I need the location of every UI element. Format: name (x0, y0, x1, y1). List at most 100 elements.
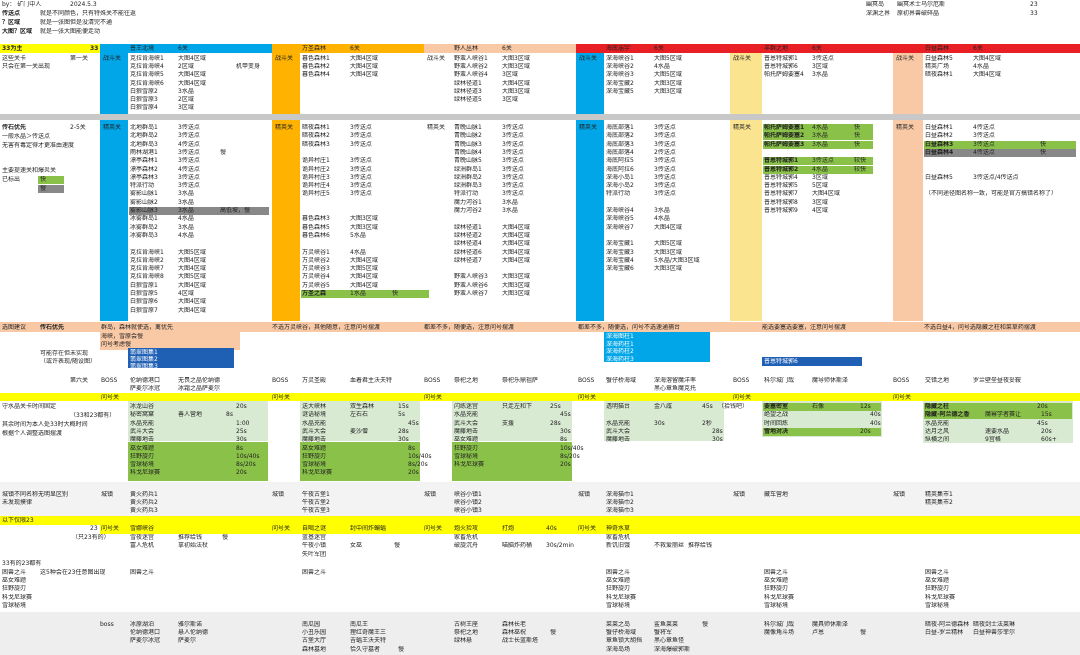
stage-name: 暮色森林2 (302, 63, 330, 71)
stage-name: 海底部落1 (606, 124, 634, 131)
common-q: 困兽之斗 (606, 569, 631, 576)
q-name: 纵横之间 (925, 436, 950, 444)
stage-info: 3传送点 (350, 124, 372, 131)
q-time: 30s (398, 436, 409, 444)
stage-info: 大图3区域 (350, 215, 378, 223)
advice-priority: 传石优先 (40, 324, 65, 331)
town-name: 峡谷小镇2 (454, 499, 482, 506)
boss-name: 白昼神兽莎菲尔 (973, 629, 1016, 637)
advice-sub-4 (604, 332, 710, 362)
stage-name: 帕托萨姆要塞4 (764, 71, 804, 79)
stage-info: 大图4区域 (350, 273, 378, 281)
q23-tip: 女巫 (350, 542, 363, 549)
boss-name: 悬人伦纳德 (178, 629, 209, 637)
stage-info: 大图4区域 (178, 256, 206, 264)
stage-info: 3水晶 (654, 207, 670, 214)
stage-name: 野蛮人峡谷2 (454, 63, 488, 71)
l5-note: 这5种会在23任意图出现 (40, 569, 106, 576)
q23-tip: 封中间炸蝙蝠 (350, 525, 387, 532)
section-label: 羊群之地 (764, 45, 789, 52)
q-name: 巫女难题 (302, 444, 327, 452)
stage-info: 4水晶 (654, 215, 670, 223)
slow-highlight (924, 148, 1076, 157)
stage-name: 深海峡谷5 (606, 215, 634, 223)
q23-name: 破旋沉舟 (454, 542, 479, 549)
stage-info: 5水晶 (350, 231, 366, 239)
q-time: 25s (236, 427, 247, 435)
town-name: 黄火药兵3 (130, 507, 158, 514)
boss-label: BOSS (578, 377, 595, 384)
q-time: 20s (236, 469, 247, 477)
header-key: 大图？区域 (2, 28, 33, 35)
town-name: 午夜古堡1 (302, 491, 330, 498)
num23: 23 (90, 525, 98, 532)
side2-l1: 一般水晶＞传送点 (2, 133, 51, 140)
q-tip: 速要水晶 (985, 427, 1010, 435)
stage-note: 快 (854, 140, 861, 148)
q-time: 28s (398, 427, 409, 435)
boss-stage: 科尔城门哉 (764, 621, 795, 628)
q-time: 45s (1037, 419, 1048, 427)
stage-info: 3传送点 (350, 157, 372, 165)
stage-name: 深海宝藏3 (606, 248, 634, 256)
q-tip: 9宫格 (985, 436, 1001, 444)
q-time: 60s+ (1041, 436, 1057, 444)
elite-label: 精英关 (733, 124, 752, 131)
stage-info: 大图4区域 (178, 306, 206, 314)
legend-slow-swatch (38, 185, 64, 193)
q-name: 水晶充能 (130, 419, 155, 427)
sixth-label: 第六关 (70, 377, 89, 384)
stage-name: 冰雾群岛2 (130, 223, 158, 231)
q23-tip: 喵脑炸药桶 (502, 542, 533, 549)
stage-name: 诡异村庄2 (302, 165, 330, 173)
box-5 (762, 357, 862, 366)
stage-name: 雨林湖港1 (130, 148, 158, 156)
band-orange-1 (272, 53, 300, 321)
advice-text: 群岛，森林就使选，禽优先 (101, 324, 174, 331)
q-time: 8s/20s (560, 452, 580, 460)
band-peach-2 (893, 53, 923, 321)
band-peach-1 (424, 53, 452, 321)
common-q: 科戈尼球赛 (606, 593, 637, 601)
q-highlight (763, 427, 881, 436)
boss-name: 血着君主沃夫特 (350, 377, 393, 384)
stage-info: 3传送点 (502, 157, 524, 165)
q23-note: 慢 (394, 542, 401, 549)
blue-box: 深海药柱1 (606, 340, 634, 348)
stage-name: 暗夜森林1 (302, 124, 330, 131)
q-extra: （拾钱吧） (718, 403, 749, 410)
boss-name: 冰霜之晶萨麦尔 (178, 385, 221, 392)
stage-info: 3水晶 (178, 207, 194, 214)
question-label: 问号关 (578, 394, 597, 401)
stage-name: 万圣之森 (302, 290, 327, 297)
common-q: 雪球秘境 (2, 601, 27, 609)
stage-info: 3传送点 (178, 157, 200, 165)
q-name: 狂野旋刃 (130, 452, 155, 460)
stage-name: 北地群岛1 (130, 124, 158, 131)
slow-highlight (129, 207, 269, 215)
stage-name: 海底阿拉5 (606, 157, 634, 165)
q-green-4 (604, 401, 724, 441)
q23-name: 雪娜峡谷 (130, 525, 155, 532)
battle-label: 战斗关 (579, 55, 598, 62)
stage-info: 3传送点/4传送点 (973, 173, 1019, 181)
stage-name: 暮色森林3 (302, 215, 330, 223)
stage-info: 3传送点 (973, 132, 995, 140)
stage-info: 3传送点 (350, 173, 372, 181)
q-green-1 (128, 401, 268, 441)
q-bright-3 (452, 442, 572, 481)
stage-info: 3传送点 (502, 132, 524, 140)
stage-name: 帕托萨姆要塞2 (764, 132, 805, 140)
blue-box: 深海图柱1 (606, 333, 634, 340)
boss-stage: 暗夜-阿兰德森林 (925, 621, 970, 628)
legend-slow: 慢 (40, 185, 47, 192)
q-left1: 守水晶关卡时间固定 (2, 403, 57, 410)
stage-name: 普恩特城郭9 (764, 207, 798, 214)
stage-name: 漂亭森林2 (130, 165, 158, 173)
stage-info: 4水晶 (812, 165, 828, 173)
boss-stage: 蟹仔桥海域 (606, 629, 637, 637)
stage-name: 深海峡谷3 (606, 71, 634, 79)
stage-name: 克拉肯海峡6 (130, 79, 164, 87)
elite-label: 精英关 (427, 124, 446, 131)
stage-name: 青晚山脉3 (454, 140, 482, 148)
